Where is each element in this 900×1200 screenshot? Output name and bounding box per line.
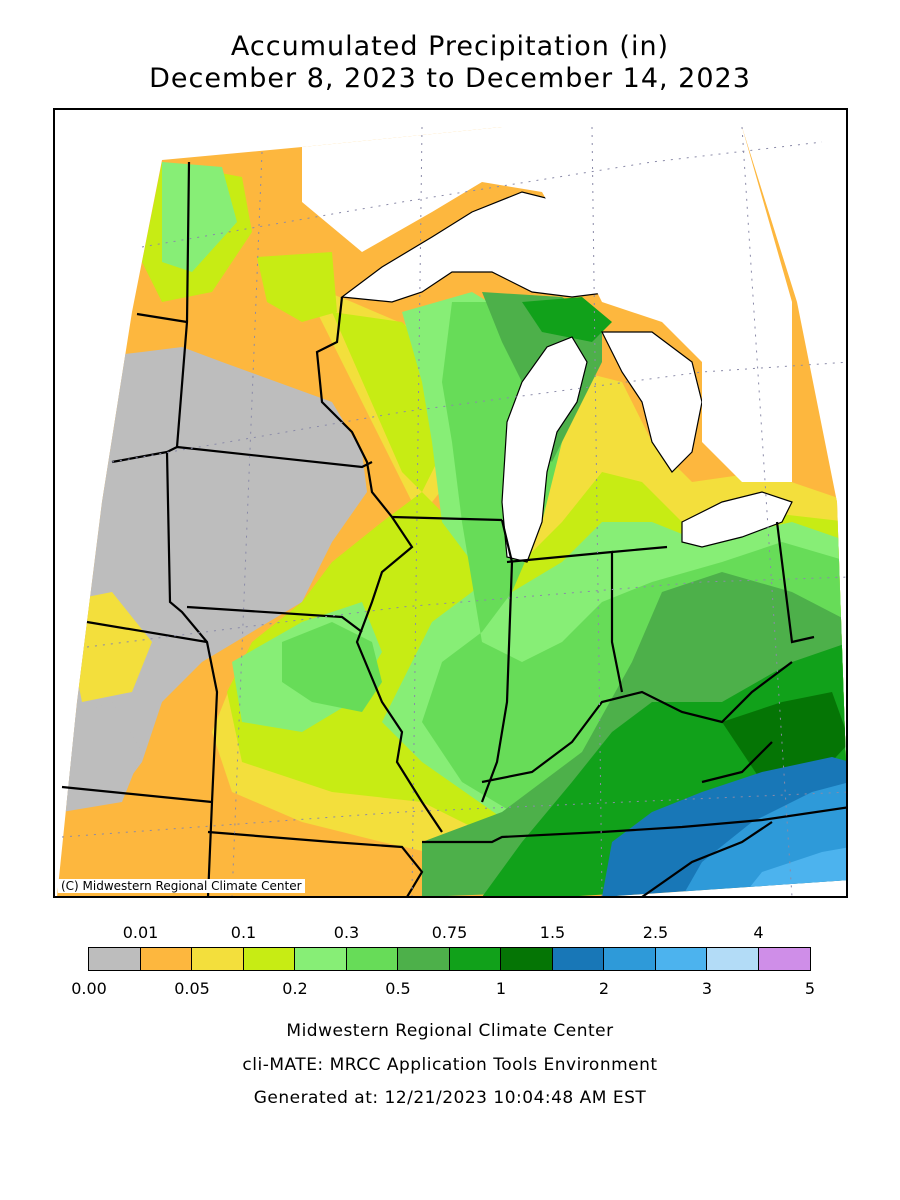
precip-zone-gray-west xyxy=(57,347,367,802)
legend-top-label: 2.5 xyxy=(642,923,669,942)
map-canvas xyxy=(57,126,846,896)
legend-swatch-8 xyxy=(501,948,553,970)
legend-top-label: 1.5 xyxy=(539,923,566,942)
map-credit: (C) Midwestern Regional Climate Center xyxy=(58,879,305,893)
footer-org: Midwestern Regional Climate Center xyxy=(286,1021,614,1041)
legend-swatch-1 xyxy=(140,948,192,970)
legend-bottom-label: 0.05 xyxy=(174,979,210,998)
legend-top-label: 4 xyxy=(753,923,764,942)
legend-swatch-9 xyxy=(552,948,604,970)
legend-top-label: 0.1 xyxy=(230,923,257,942)
map-date-range: December 8, 2023 to December 14, 2023 xyxy=(149,63,751,94)
legend-colorbar xyxy=(88,947,811,971)
legend-bottom-label: 0.00 xyxy=(71,979,107,998)
legend-swatch-3 xyxy=(243,948,295,970)
footer-generated: Generated at: 12/21/2023 10:04:48 AM EST xyxy=(253,1088,647,1108)
legend-bottom-label: 0.5 xyxy=(385,979,411,998)
canada-land xyxy=(302,127,792,482)
state-borders xyxy=(61,161,846,896)
graticule xyxy=(61,126,846,896)
lake-erie xyxy=(681,491,793,548)
legend-bottom-label: 3 xyxy=(701,979,713,998)
precip-zone-lightblue xyxy=(742,847,846,896)
legend-bottom-label: 5 xyxy=(804,979,816,998)
lake-huron xyxy=(601,331,703,473)
legend-swatch-5 xyxy=(346,948,398,970)
lake-michigan xyxy=(501,336,588,563)
legend-swatch-2 xyxy=(192,948,244,970)
precipitation-map: (C) Midwestern Regional Climate Center xyxy=(53,108,848,898)
precip-zone-gray-sw xyxy=(57,702,142,812)
legend-bottom-label: 0.2 xyxy=(282,979,308,998)
legend-bottom-label: 2 xyxy=(598,979,610,998)
legend-swatch-11 xyxy=(655,948,707,970)
legend-swatch-10 xyxy=(604,948,656,970)
precip-zone-lime-mn xyxy=(257,252,337,322)
precip-zone-lightgreen-nw xyxy=(162,162,237,272)
legend-swatch-0 xyxy=(89,948,141,970)
legend-swatch-7 xyxy=(449,948,501,970)
legend-swatch-6 xyxy=(398,948,450,970)
legend-swatch-12 xyxy=(707,948,759,970)
legend-top-label: 0.75 xyxy=(431,923,468,942)
precip-zone-darkgreen-n xyxy=(522,297,612,342)
legend-top-label: 0.01 xyxy=(122,923,159,942)
legend-swatch-13 xyxy=(758,948,810,970)
legend-bottom-label: 1 xyxy=(495,979,507,998)
legend-swatch-4 xyxy=(295,948,347,970)
legend-top-label: 0.3 xyxy=(333,923,360,942)
footer-tool: cli-MATE: MRCC Application Tools Environ… xyxy=(242,1055,658,1075)
map-title: Accumulated Precipitation (in) xyxy=(230,31,670,62)
